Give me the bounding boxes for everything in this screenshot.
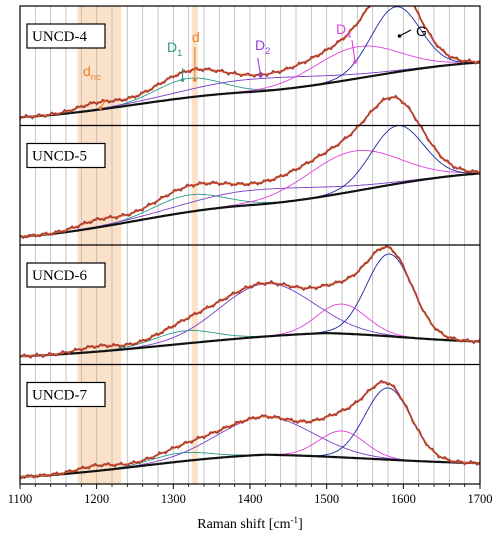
annotation-arrow [257, 57, 262, 77]
panel-UNCD-5 [20, 94, 480, 240]
x-axis-ticks: 1100 1200 1300 1400 1500 1600 1700 [8, 484, 493, 506]
panel-labels: UNCD-4 UNCD-5 UNCD-6 UNCD-7 [26, 23, 106, 408]
series-baseline [20, 332, 480, 358]
annotation-label: D4 [336, 21, 351, 41]
annotation-arrow-head [397, 34, 402, 38]
x-axis-label: Raman shift [cm-1] [197, 515, 302, 532]
x-tick-label: 1400 [238, 492, 263, 506]
series-baseline [20, 172, 480, 238]
panel-separators [20, 124, 480, 366]
panel-label-box [26, 381, 106, 408]
annotation-arrow [399, 29, 412, 37]
annotation-arrow-head [193, 78, 197, 82]
series-measured [20, 94, 480, 240]
panel-UNCD-4 [20, 6, 480, 120]
panel-label: UNCD-5 [32, 149, 87, 165]
x-tick-label: 1100 [8, 492, 33, 506]
panel-label-box [26, 262, 106, 288]
x-tick-label: 1600 [391, 492, 416, 506]
x-tick-label: 1700 [468, 492, 493, 506]
panel-label: UNCD-4 [32, 29, 87, 45]
peak-annotations: dnc D1 d D2 D4 G [83, 21, 427, 110]
annotation-arrow-head [98, 106, 103, 110]
x-tick-label: 1200 [84, 492, 109, 506]
annotation-label: d [192, 29, 200, 45]
panels [20, 6, 480, 480]
panel-label: UNCD-7 [32, 388, 87, 404]
panel-label: UNCD-6 [32, 268, 87, 284]
panel-UNCD-6 [20, 244, 480, 359]
series-measured [20, 6, 480, 120]
series-baseline [20, 453, 480, 478]
annotation-label: D2 [255, 37, 270, 57]
series-baseline [20, 61, 480, 119]
series-measured [20, 380, 480, 480]
series-measured [20, 244, 480, 359]
panel-label-box [26, 23, 106, 49]
panel-UNCD-7 [20, 380, 480, 480]
annotation-label: G [416, 23, 427, 39]
annotation-label: D1 [167, 39, 182, 59]
annotation-arrow-head [180, 78, 185, 82]
annotation-arrow [351, 39, 356, 63]
annotation-arrow-head [353, 60, 357, 64]
annotation-label: dnc [83, 63, 101, 83]
annotation-arrow-head [258, 74, 263, 78]
panel-label-box [26, 142, 106, 169]
x-tick-label: 1500 [314, 492, 339, 506]
x-tick-label: 1300 [161, 492, 186, 506]
